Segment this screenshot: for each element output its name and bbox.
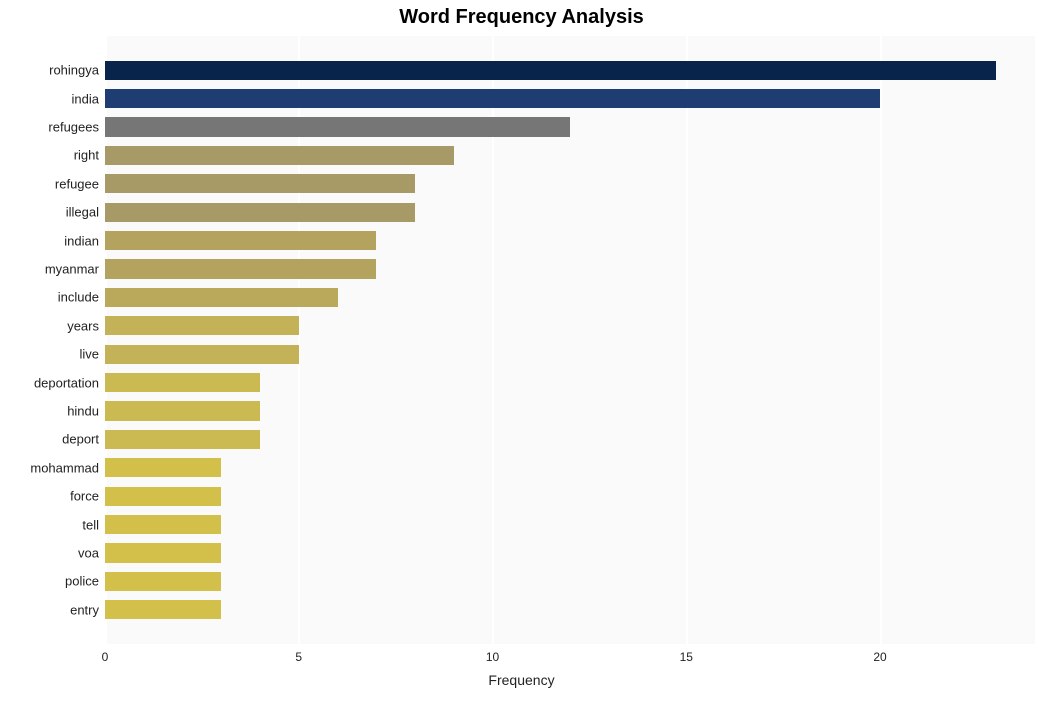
ytick-label: indian: [64, 233, 105, 248]
ytick-label: right: [74, 148, 105, 163]
bar: [105, 543, 221, 562]
bar: [105, 117, 570, 136]
bar: [105, 231, 376, 250]
ytick-label: refugees: [48, 120, 105, 135]
bar: [105, 259, 376, 278]
word-frequency-chart: Word Frequency Analysis 05101520rohingya…: [0, 0, 1043, 701]
bar: [105, 345, 299, 364]
bar: [105, 89, 880, 108]
ytick-label: force: [70, 489, 105, 504]
bar: [105, 430, 260, 449]
xtick-label: 5: [295, 644, 302, 664]
ytick-label: police: [65, 574, 105, 589]
ytick-label: refugee: [55, 176, 105, 191]
gridline: [686, 36, 688, 644]
ytick-label: deportation: [34, 375, 105, 390]
xtick-label: 0: [102, 644, 109, 664]
ytick-label: illegal: [66, 205, 105, 220]
bar: [105, 487, 221, 506]
xtick-label: 20: [873, 644, 886, 664]
bar: [105, 174, 415, 193]
bar: [105, 61, 996, 80]
ytick-label: voa: [78, 546, 105, 561]
bar: [105, 572, 221, 591]
bar: [105, 515, 221, 534]
ytick-label: tell: [82, 517, 105, 532]
bar: [105, 316, 299, 335]
bar: [105, 401, 260, 420]
ytick-label: years: [67, 318, 105, 333]
xtick-label: 10: [486, 644, 499, 664]
bar: [105, 600, 221, 619]
gridline: [880, 36, 882, 644]
ytick-label: myanmar: [45, 262, 105, 277]
ytick-label: hindu: [67, 404, 105, 419]
ytick-label: india: [72, 91, 105, 106]
chart-title: Word Frequency Analysis: [0, 6, 1043, 29]
bar: [105, 288, 338, 307]
ytick-label: live: [79, 347, 105, 362]
ytick-label: mohammad: [30, 460, 105, 475]
ytick-label: include: [58, 290, 105, 305]
xtick-label: 15: [680, 644, 693, 664]
bar: [105, 203, 415, 222]
bar: [105, 458, 221, 477]
ytick-label: deport: [62, 432, 105, 447]
ytick-label: rohingya: [49, 63, 105, 78]
xaxis-title: Frequency: [0, 672, 1043, 688]
bar: [105, 146, 454, 165]
bar: [105, 373, 260, 392]
ytick-label: entry: [70, 602, 105, 617]
plot-area: 05101520rohingyaindiarefugeesrightrefuge…: [105, 36, 1035, 644]
